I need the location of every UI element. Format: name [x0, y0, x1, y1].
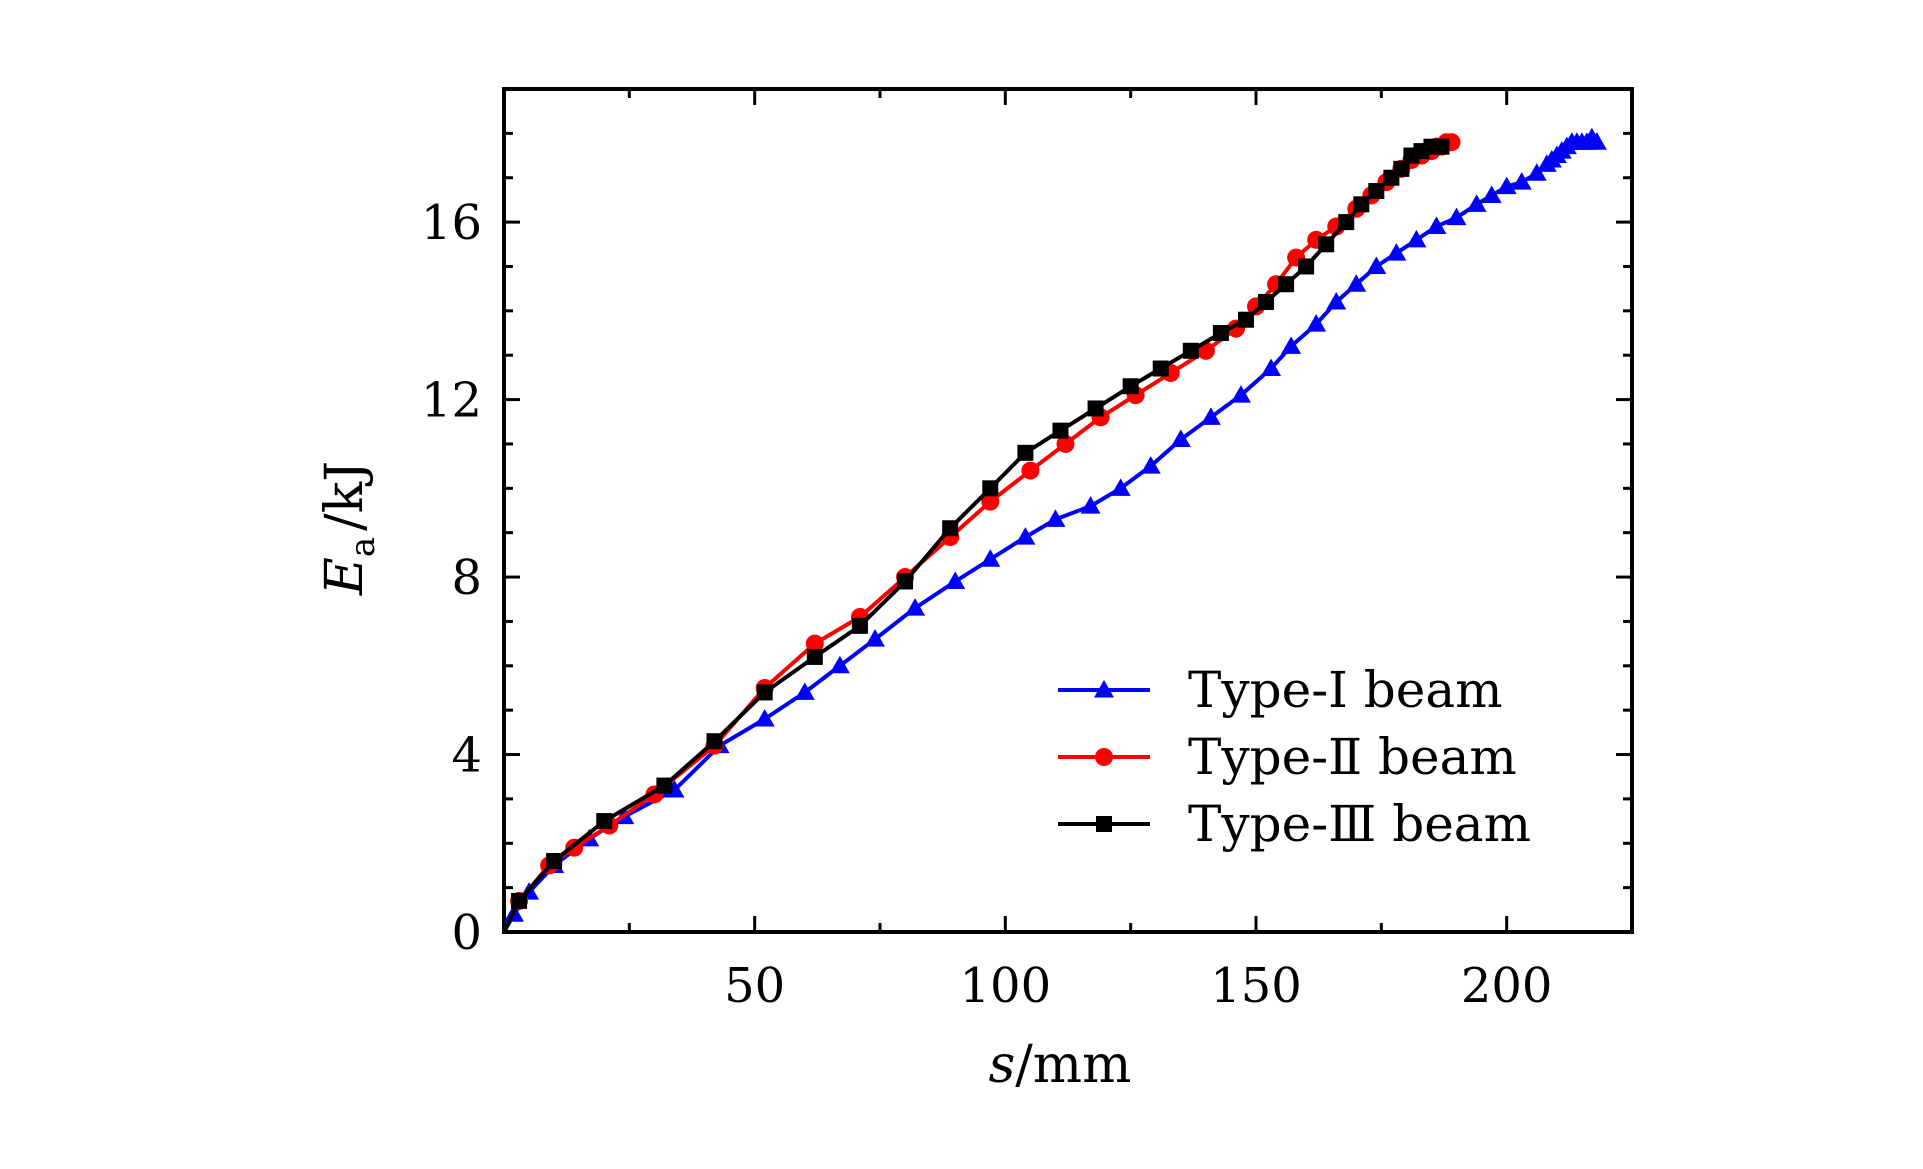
data-point — [851, 617, 868, 634]
data-point — [1526, 163, 1547, 181]
data-point — [754, 709, 775, 727]
data-point — [806, 648, 823, 665]
x-tick-label: 200 — [1461, 958, 1553, 1014]
data-point — [656, 777, 673, 794]
data-point — [1200, 407, 1221, 425]
legend: Type-Ⅰ beam Type-Ⅱ beam Type-Ⅲ beam — [1058, 661, 1531, 853]
data-point — [1021, 461, 1040, 480]
y-axis-label-var: E — [315, 557, 375, 596]
data-point — [1052, 422, 1069, 439]
data-point — [1261, 358, 1282, 377]
data-point — [1406, 229, 1427, 248]
data-point — [1237, 311, 1254, 328]
data-point — [1366, 256, 1387, 274]
data-point — [805, 634, 824, 653]
data-point — [706, 733, 723, 750]
data-point — [1466, 194, 1487, 212]
data-point — [596, 813, 613, 830]
legend-item: Type-Ⅲ beam — [1058, 795, 1531, 853]
y-axis-label: Ea/kJ — [315, 461, 383, 596]
y-tick-label: 8 — [451, 550, 482, 606]
data-point — [1087, 400, 1104, 417]
series-3 — [502, 138, 1450, 933]
data-point — [1298, 258, 1315, 275]
data-point — [1230, 385, 1251, 403]
data-point — [1306, 314, 1327, 332]
data-point — [981, 492, 1000, 511]
x-tick-label: 100 — [960, 958, 1052, 1014]
data-point — [905, 598, 926, 616]
data-point — [756, 684, 773, 701]
data-point — [546, 853, 563, 870]
data-point — [982, 480, 999, 497]
data-point — [1110, 478, 1131, 496]
x-axis-label-var: s — [989, 1035, 1016, 1095]
data-point — [1278, 276, 1295, 293]
y-tick-label: 12 — [421, 373, 482, 429]
data-point — [942, 520, 959, 537]
data-point — [1212, 325, 1229, 342]
legend-item: Type-Ⅰ beam — [1058, 661, 1503, 719]
data-point — [980, 549, 1001, 567]
legend-marker — [1096, 816, 1112, 832]
data-point — [1368, 183, 1385, 200]
x-tick-label: 50 — [724, 958, 785, 1014]
plot-frame — [502, 87, 1634, 934]
legend-label: Type-Ⅱ beam — [1188, 728, 1517, 786]
legend-label: Type-Ⅰ beam — [1188, 661, 1503, 719]
x-axis-label: s/mm — [989, 1035, 1132, 1095]
y-tick-label: 16 — [421, 195, 482, 251]
legend-item: Type-Ⅱ beam — [1058, 728, 1517, 786]
ticks-layer: 50 100 150 200 0 4 8 12 16 — [421, 89, 1632, 1014]
data-point — [1496, 176, 1517, 195]
series-layer — [502, 127, 1607, 933]
data-point — [1122, 378, 1139, 395]
data-point — [1586, 132, 1607, 150]
y-axis-label-unit: /kJ — [315, 461, 375, 531]
x-axis-label-unit: /mm — [1015, 1035, 1131, 1095]
data-point — [1258, 293, 1275, 310]
data-point — [864, 629, 885, 647]
data-point — [897, 573, 914, 590]
x-tick-label: 150 — [1210, 958, 1302, 1014]
data-point — [511, 892, 528, 909]
data-point — [1393, 160, 1410, 177]
data-point — [794, 682, 815, 700]
data-point — [1511, 172, 1532, 190]
data-point — [1318, 236, 1335, 253]
data-point — [1433, 138, 1450, 155]
data-point — [1353, 196, 1370, 213]
data-point — [945, 571, 966, 589]
data-point — [1056, 434, 1075, 453]
data-point — [1182, 342, 1199, 359]
data-point — [1015, 527, 1036, 545]
data-point — [1338, 214, 1355, 231]
data-point — [1426, 216, 1447, 235]
data-point — [1170, 429, 1191, 448]
y-tick-label: 0 — [451, 905, 482, 961]
legend-label: Type-Ⅲ beam — [1188, 795, 1531, 853]
data-point — [1080, 496, 1101, 514]
data-point — [1481, 185, 1502, 203]
y-tick-label: 4 — [451, 728, 482, 784]
data-point — [1017, 444, 1034, 461]
series-1 — [502, 127, 1607, 933]
legend-marker — [1094, 680, 1114, 698]
data-point — [1386, 243, 1407, 261]
y-axis-label-sub: a — [343, 537, 383, 557]
data-point — [1281, 336, 1302, 354]
data-point — [1326, 291, 1347, 310]
data-point — [1346, 274, 1367, 292]
data-point — [1446, 207, 1467, 226]
data-point — [1045, 509, 1066, 527]
legend-marker — [1095, 748, 1113, 766]
data-point — [1152, 360, 1169, 377]
data-point — [1140, 456, 1161, 474]
data-point — [829, 655, 850, 674]
